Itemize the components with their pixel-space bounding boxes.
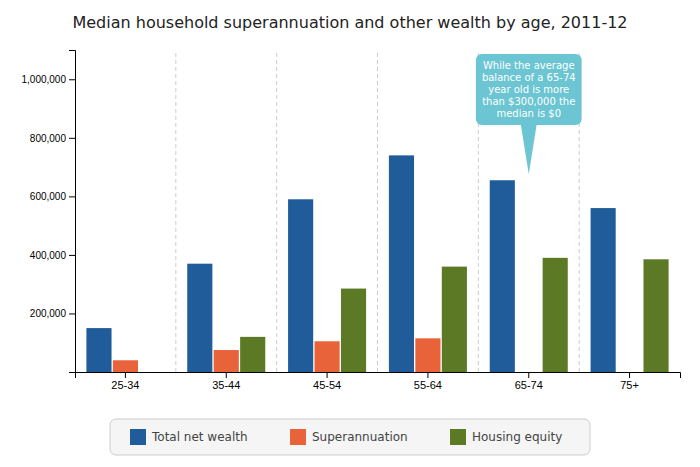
x-axis-line: [76, 373, 681, 379]
annotation: While the averagebalance of a 65-74year …: [476, 54, 582, 174]
legend-item: Housing equity: [450, 429, 562, 445]
x-tick-mark: [327, 372, 328, 378]
group-divider: [175, 50, 176, 372]
x-tick-label: 45-54: [313, 379, 341, 391]
legend-swatch: [290, 429, 306, 445]
bar: [490, 180, 515, 372]
x-tick: 45-54: [313, 372, 341, 391]
legend-label: Total net wealth: [151, 430, 248, 444]
bar-series: [86, 155, 615, 372]
x-tick-label: 75+: [620, 379, 639, 391]
bar: [139, 372, 164, 373]
group-divider: [276, 50, 277, 372]
y-tick-mark: [69, 255, 75, 256]
y-tick-mark: [69, 138, 75, 139]
bar: [516, 372, 541, 373]
x-tick: 25-34: [111, 372, 139, 391]
group-divider: [377, 50, 378, 372]
y-tick: 200,000: [30, 308, 75, 319]
y-axis-line: [69, 51, 76, 373]
x-tick-label: 35-44: [212, 379, 240, 391]
title: Median household superannuation and othe…: [72, 13, 627, 32]
bar: [288, 199, 313, 372]
legend-label: Housing equity: [472, 430, 562, 444]
legend-swatch: [130, 429, 146, 445]
legend: Total net wealth Superannuation Housing eq…: [110, 419, 590, 455]
y-tick: 800,000: [30, 133, 75, 144]
x-tick-mark: [226, 372, 227, 378]
annotation-line: While the average: [483, 60, 575, 71]
bar: [240, 337, 265, 372]
y-tick-label: 600,000: [30, 191, 67, 202]
bar: [617, 372, 642, 373]
bar: [113, 360, 138, 372]
dividers: [176, 50, 579, 372]
y-tick-label: 400,000: [30, 250, 67, 261]
x-tick: 35-44: [212, 372, 240, 391]
bar: [214, 350, 239, 372]
annotation-line: than $300,000 the: [482, 96, 575, 107]
x-tick: 75+: [620, 372, 639, 391]
annotation-line: balance of a 65-74: [482, 72, 576, 83]
x-axis: 25-34 35-44 45-54 55-64 65-74 75+: [76, 372, 681, 391]
chart-container: Median household superannuation and othe…: [0, 0, 700, 467]
x-tick-mark: [528, 372, 529, 378]
y-tick-mark: [69, 196, 75, 197]
legend-item: Total net wealth: [130, 429, 248, 445]
bar-series: [240, 258, 668, 372]
y-tick: 600,000: [30, 191, 75, 202]
annotation-arrow: [521, 124, 537, 174]
x-tick-label: 25-34: [111, 379, 139, 391]
bar: [187, 264, 212, 372]
bar: [86, 328, 111, 372]
bar: [389, 155, 414, 372]
annotation-line: median is $0: [496, 108, 561, 119]
bar: [341, 289, 366, 372]
y-tick-label: 1,000,000: [22, 74, 67, 85]
bars: [86, 155, 668, 372]
y-tick-label: 200,000: [30, 308, 67, 319]
y-tick-mark: [69, 79, 75, 80]
chart-svg: Median household superannuation and othe…: [0, 0, 700, 467]
x-tick: 65-74: [515, 372, 543, 391]
x-tick-mark: [427, 372, 428, 378]
bar: [442, 267, 467, 372]
bar: [415, 338, 440, 372]
annotation-text: While the averagebalance of a 65-74year …: [482, 60, 576, 119]
x-tick: 55-64: [414, 372, 442, 391]
bar: [643, 259, 668, 372]
bar-series: [113, 338, 441, 372]
y-tick: 1,000,000: [22, 74, 76, 85]
y-tick-mark: [69, 313, 75, 314]
x-tick-label: 55-64: [414, 379, 442, 391]
y-axis: 200,000 400,000 600,000 800,000 1,000,000: [22, 51, 76, 373]
bar: [591, 208, 616, 372]
x-tick-mark: [125, 372, 126, 378]
legend-label: Superannuation: [312, 430, 408, 444]
x-tick-label: 65-74: [515, 379, 543, 391]
annotation-line: year old is more: [488, 84, 569, 95]
y-tick: 400,000: [30, 250, 75, 261]
x-tick-mark: [629, 372, 630, 378]
legend-swatch: [450, 429, 466, 445]
bar: [543, 258, 568, 372]
legend-item: Superannuation: [290, 429, 408, 445]
bar: [315, 341, 340, 372]
y-tick-label: 800,000: [30, 133, 67, 144]
annotation-box: [476, 54, 582, 125]
legend-box: [110, 419, 590, 455]
